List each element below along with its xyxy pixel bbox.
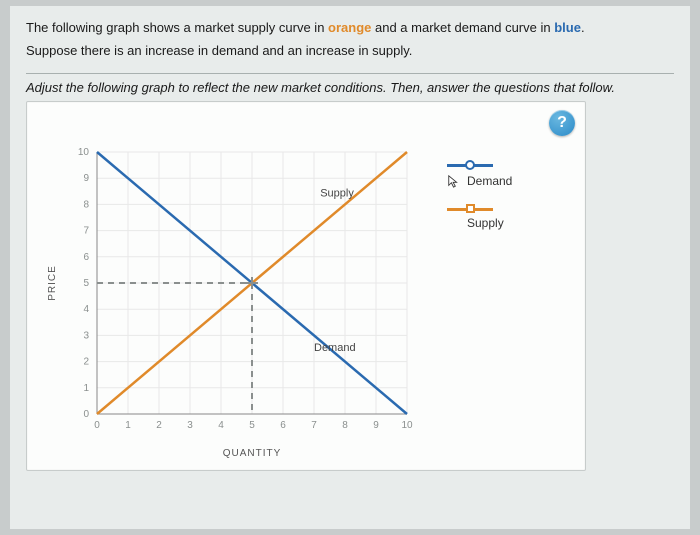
intro-post: . bbox=[581, 20, 585, 35]
y-tick-label: 4 bbox=[83, 304, 89, 315]
y-tick-label: 1 bbox=[83, 383, 89, 394]
x-tick-label: 5 bbox=[249, 420, 255, 431]
y-tick-label: 6 bbox=[83, 252, 89, 263]
word-blue: blue bbox=[554, 20, 581, 35]
divider bbox=[26, 73, 674, 74]
intro-mid: and a market demand curve in bbox=[371, 20, 554, 35]
x-tick-label: 4 bbox=[218, 420, 224, 431]
help-button[interactable]: ? bbox=[549, 110, 575, 136]
y-axis-label: PRICE bbox=[47, 265, 58, 301]
y-tick-label: 10 bbox=[78, 147, 90, 158]
y-tick-label: 5 bbox=[83, 278, 89, 289]
page-container: The following graph shows a market suppl… bbox=[10, 6, 690, 529]
y-tick-label: 0 bbox=[83, 409, 89, 420]
chart-area[interactable]: 0 1 2 3 4 5 6 7 8 9 10 0 1 2 3 4 5 6 7 8 9 10 QUANTITY PRICE Sup… bbox=[37, 142, 577, 462]
instruction-text: Adjust the following graph to reflect th… bbox=[26, 80, 674, 95]
chart-svg[interactable]: 0 1 2 3 4 5 6 7 8 9 10 0 1 2 3 4 5 6 7 8 9 10 QUANTITY PRICE Sup… bbox=[37, 142, 417, 462]
x-tick-label: 2 bbox=[156, 420, 162, 431]
graph-panel: ? Demand Supply 0 1 2 3 4 5 6 7 8 9 10 0 1 2 3 4 5 6 7 8 9 10… bbox=[26, 101, 586, 471]
supply-label: Supply bbox=[320, 187, 354, 199]
x-axis-label: QUANTITY bbox=[223, 448, 282, 459]
intro-line-1: The following graph shows a market suppl… bbox=[26, 16, 674, 39]
x-tick-label: 1 bbox=[125, 420, 131, 431]
intro-text: The following graph shows a market suppl… bbox=[26, 16, 674, 63]
help-icon: ? bbox=[557, 114, 567, 132]
x-tick-label: 9 bbox=[373, 420, 379, 431]
y-tick-label: 9 bbox=[83, 173, 89, 184]
x-tick-label: 6 bbox=[280, 420, 286, 431]
y-tick-label: 2 bbox=[83, 356, 89, 367]
x-tick-label: 10 bbox=[401, 420, 413, 431]
word-orange: orange bbox=[328, 20, 371, 35]
x-tick-label: 7 bbox=[311, 420, 317, 431]
y-tick-label: 7 bbox=[83, 225, 89, 236]
demand-label: Demand bbox=[314, 342, 356, 354]
intro-line-2: Suppose there is an increase in demand a… bbox=[26, 39, 674, 62]
x-tick-label: 0 bbox=[94, 420, 100, 431]
intro-pre: The following graph shows a market suppl… bbox=[26, 20, 328, 35]
x-tick-label: 3 bbox=[187, 420, 193, 431]
y-tick-label: 8 bbox=[83, 199, 89, 210]
x-tick-label: 8 bbox=[342, 420, 348, 431]
y-tick-label: 3 bbox=[83, 330, 89, 341]
